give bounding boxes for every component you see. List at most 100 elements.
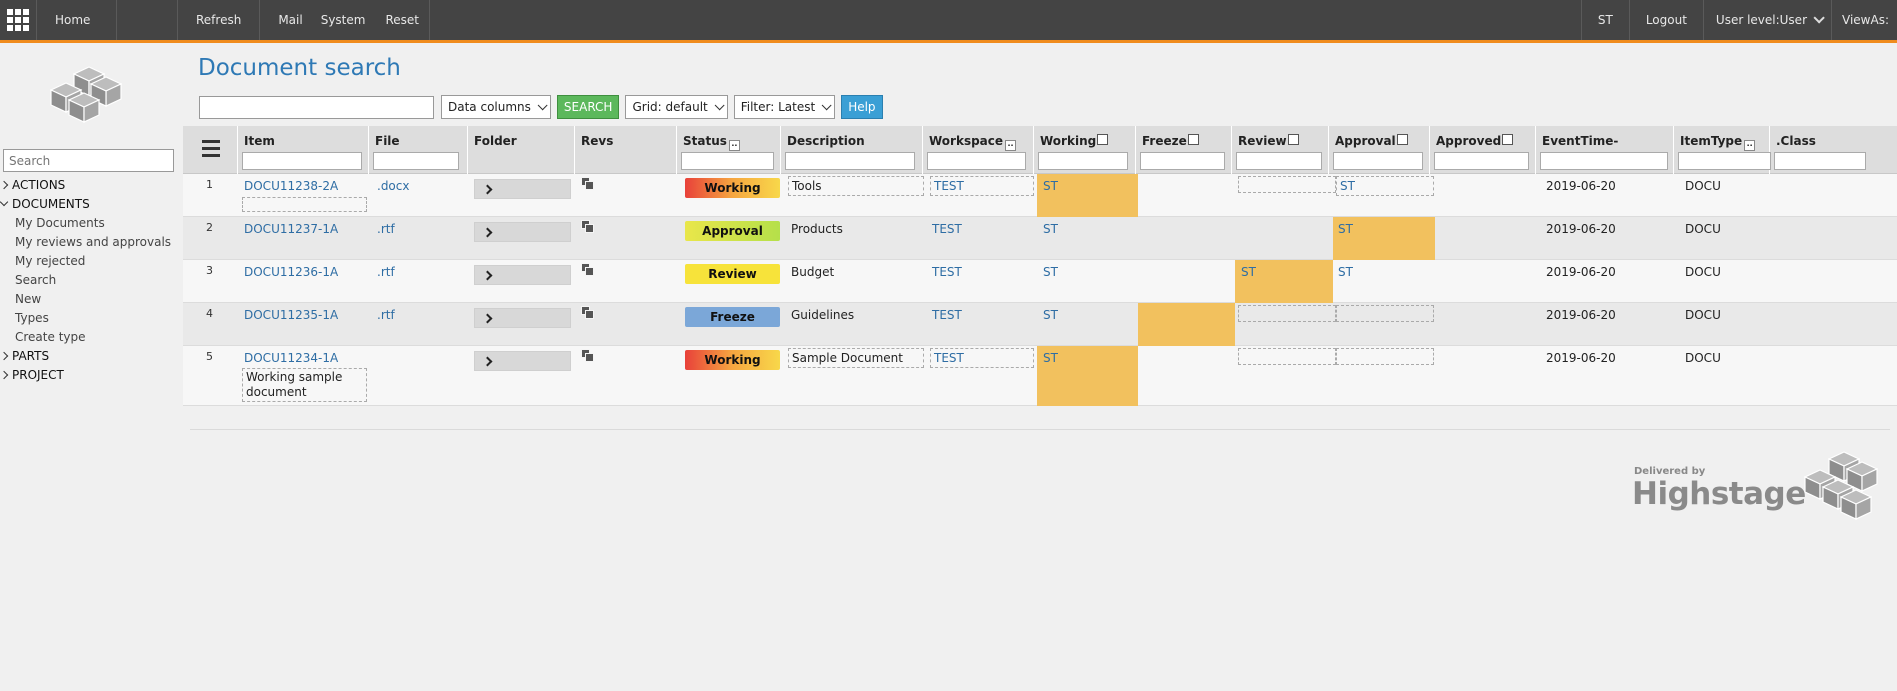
filter-file-input[interactable] [373,152,459,170]
filter-status-input[interactable] [681,152,774,170]
sidebar-item-create-type[interactable]: Create type [15,330,86,344]
working-user-link[interactable]: ST [1043,308,1058,322]
column-freeze[interactable]: Freeze [1136,126,1232,174]
description-field[interactable]: Tools [788,176,924,196]
column-description[interactable]: Description [781,126,923,174]
approved-checkbox[interactable] [1502,134,1514,145]
filter-review-input[interactable] [1236,152,1322,170]
table-row[interactable]: 5 DOCU11234-1A Working sample document W… [183,346,1897,406]
review-field[interactable] [1238,348,1336,365]
filter-item-input[interactable] [242,152,362,170]
column-eventtime[interactable]: EventTime- [1536,126,1674,174]
column-workspace[interactable]: Workspace.. [923,126,1034,174]
nav-view-as[interactable]: ViewAs: [1842,13,1889,27]
filter-approved-input[interactable] [1434,152,1529,170]
revisions-icon[interactable] [581,349,596,362]
sidebar-section-actions[interactable]: ACTIONS [0,176,180,195]
sidebar-section-parts[interactable]: PARTS [0,347,180,366]
folder-button[interactable] [474,351,571,371]
filter-workspace-input[interactable] [927,152,1026,170]
table-row[interactable]: 1 DOCU11238-2A .docx Working Tools TEST … [183,174,1897,217]
filter-eventtime-input[interactable] [1540,152,1668,170]
approval-field[interactable] [1336,348,1434,365]
review-field[interactable] [1238,305,1336,322]
sidebar-section-project[interactable]: PROJECT [0,366,180,385]
working-user-link[interactable]: ST [1043,265,1058,279]
workspace-link[interactable]: TEST [932,222,962,236]
nav-user[interactable]: ST [1582,0,1630,40]
file-link[interactable]: .rtf [377,308,395,322]
file-link[interactable]: .rtf [377,265,395,279]
working-checkbox[interactable] [1097,134,1109,145]
workspace-link[interactable]: TEST [930,176,1034,196]
table-row[interactable]: 3 DOCU11236-1A .rtf Review Budget TEST S… [183,260,1897,303]
search-button[interactable]: SEARCH [556,95,620,119]
sidebar-search-input[interactable] [3,149,174,172]
column-working[interactable]: Working [1034,126,1136,174]
nav-reset[interactable]: Reset [375,0,430,40]
review-field[interactable] [1238,176,1336,193]
approval-user-link[interactable]: ST [1338,265,1353,279]
working-user-link[interactable]: ST [1043,351,1058,365]
filter-freeze-input[interactable] [1140,152,1225,170]
item-link[interactable]: DOCU11234-1A [244,351,339,365]
filter-class-input[interactable] [1774,152,1866,170]
revisions-icon[interactable] [581,177,596,190]
folder-button[interactable] [474,222,571,242]
filter-select[interactable]: Filter: Latest [733,95,836,119]
nav-logout[interactable]: Logout [1630,0,1704,40]
freeze-checkbox[interactable] [1187,134,1199,145]
item-note-field[interactable] [242,197,367,212]
workspace-link[interactable]: TEST [932,308,962,322]
sidebar-item-search[interactable]: Search [15,273,57,287]
review-checkbox[interactable] [1287,134,1299,145]
filter-approval-input[interactable] [1333,152,1423,170]
sidebar-item-my-rejected[interactable]: My rejected [15,254,86,268]
item-note-field[interactable]: Working sample document [242,368,367,402]
column-folder[interactable]: Folder [468,126,575,174]
app-menu-button[interactable] [0,0,37,40]
sort-icon[interactable]: .. [1744,140,1756,151]
column-itemtype[interactable]: ItemType.. [1674,126,1771,174]
sidebar-item-my-documents[interactable]: My Documents [15,216,105,230]
column-revs[interactable]: Revs [575,126,677,174]
description-field[interactable]: Sample Document [788,348,924,368]
filter-working-input[interactable] [1038,152,1128,170]
column-item[interactable]: Item [238,126,369,174]
sidebar-item-types[interactable]: Types [15,311,49,325]
column-approval[interactable]: Approval [1329,126,1430,174]
filter-itemtype-input[interactable] [1678,152,1771,170]
document-search-input[interactable] [199,95,434,119]
file-link[interactable]: .docx [377,179,410,193]
nav-refresh[interactable]: Refresh [177,0,261,40]
sidebar-item-new[interactable]: New [15,292,42,306]
nav-mail[interactable]: Mail [278,13,303,27]
nav-system[interactable]: System [320,13,366,27]
hamburger-menu-icon[interactable] [202,140,220,161]
sort-icon[interactable]: .. [728,140,740,151]
revisions-icon[interactable] [581,263,596,276]
filter-description-input[interactable] [785,152,915,170]
item-link[interactable]: DOCU11238-2A [244,179,339,193]
workspace-link[interactable]: TEST [930,348,1034,368]
workspace-link[interactable]: TEST [932,265,962,279]
column-class[interactable]: .Class [1770,126,1868,174]
working-user-link[interactable]: ST [1043,179,1058,193]
sort-icon[interactable]: .. [1005,140,1017,151]
sidebar-section-documents[interactable]: DOCUMENTS [0,195,180,214]
approval-user-link[interactable]: ST [1336,176,1434,196]
nav-user-level[interactable]: User level:User [1704,0,1833,40]
column-file[interactable]: File [369,126,468,174]
column-approved[interactable]: Approved [1430,126,1536,174]
folder-button[interactable] [474,308,571,328]
table-row[interactable]: 4 DOCU11235-1A .rtf Freeze Guidelines TE… [183,303,1897,346]
column-status[interactable]: Status.. [677,126,781,174]
approval-field[interactable] [1336,305,1434,322]
revisions-icon[interactable] [581,306,596,319]
data-columns-select[interactable]: Data columns [441,95,551,119]
review-user-link[interactable]: ST [1241,265,1256,279]
folder-button[interactable] [474,179,571,199]
nav-home[interactable]: Home [37,0,117,40]
help-button[interactable]: Help [841,95,883,119]
folder-button[interactable] [474,265,571,285]
